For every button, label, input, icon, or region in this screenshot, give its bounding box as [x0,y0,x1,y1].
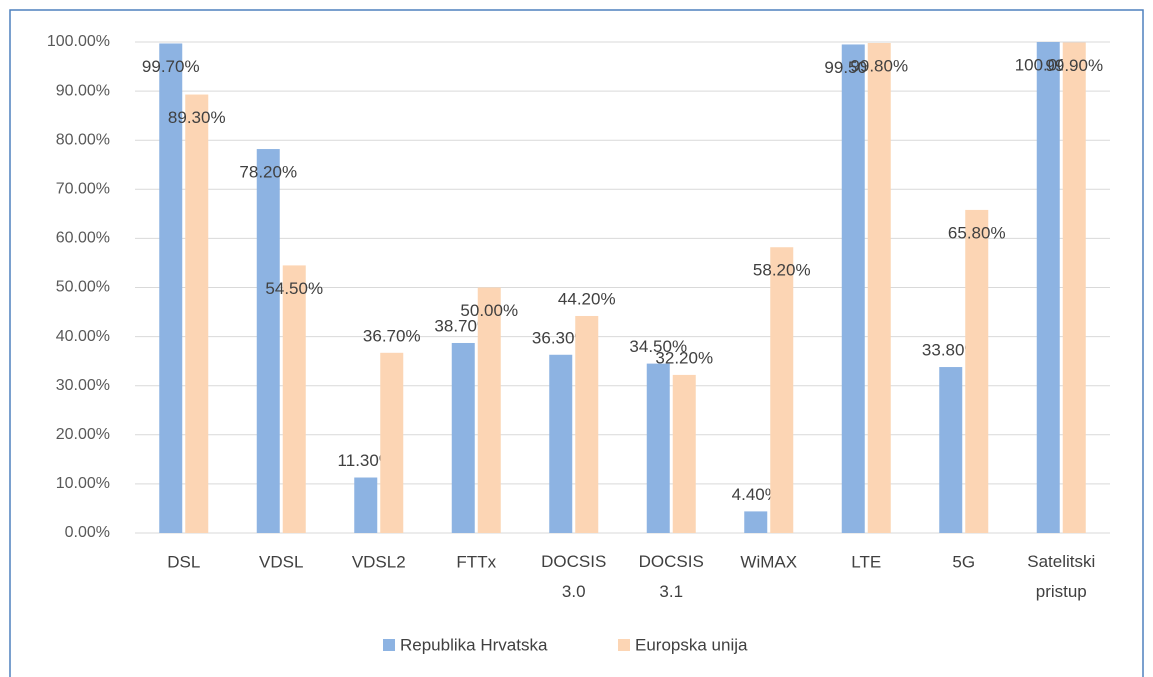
x-tick-label: LTE [851,552,881,571]
y-tick-label: 90.00% [56,82,110,99]
y-tick-label: 30.00% [56,377,110,394]
y-tick-label: 50.00% [56,279,110,296]
y-tick-label: 20.00% [56,426,110,443]
x-tick-label: Satelitski pristup [1027,552,1095,601]
bar [939,367,963,533]
x-tick-label: VDSL2 [352,552,406,571]
bar [770,247,794,533]
x-tick-label: DSL [167,552,200,571]
bar [185,94,209,534]
legend-label: Europska unija [635,635,748,654]
bar [646,363,670,533]
y-tick-label: 10.00% [56,475,110,492]
data-label: 78.20% [239,163,297,182]
data-label: 99.90% [1045,56,1103,75]
x-tick-label: WiMAX [740,552,797,571]
y-tick-label: 0.00% [65,524,110,541]
data-label: 99.50% [824,58,882,77]
data-label: 11.30% [338,451,394,470]
data-label: 54.50% [265,279,323,298]
y-tick-label: 60.00% [56,230,110,247]
data-label: 99.80% [850,56,908,75]
bar [1062,42,1086,534]
y-tick-label: 70.00% [56,181,110,198]
bar [380,352,404,533]
data-label: 36.30% [532,328,590,347]
bar [575,315,599,533]
bar [1036,42,1060,533]
x-tick-label: DOCSIS 3.0 [541,552,606,601]
data-label: 44.20% [558,289,616,308]
data-label: 32.20% [655,348,713,367]
y-tick-label: 40.00% [56,328,110,345]
y-tick-label: 80.00% [56,131,110,148]
x-tick-label: FTTx [456,552,496,571]
legend-label: Republika Hrvatska [400,635,548,654]
data-label: 4.40% [732,485,780,504]
x-tick-label: VDSL [259,552,303,571]
data-label: 89.30% [168,108,226,127]
legend-swatch [618,639,630,651]
bar [744,511,768,533]
data-label: 99.70% [142,57,200,76]
x-tick-label: 5G [952,552,975,571]
bar [477,287,501,533]
bar [672,374,696,533]
data-label: 38.70% [434,316,492,335]
data-label: 58.20% [753,261,811,280]
bar [256,149,280,533]
y-tick-label: 100.00% [47,33,110,50]
legend-swatch [383,639,395,651]
bar [841,44,865,534]
data-label: 50.00% [460,301,518,320]
data-label: 33.80% [922,341,980,360]
data-label: 36.70% [363,326,421,345]
data-label: 34.50% [629,337,687,356]
bar [282,265,306,533]
data-label: 65.80% [948,223,1006,242]
frame [9,9,1144,677]
bar [451,342,475,533]
bar [965,209,989,533]
bar [354,477,378,533]
x-tick-label: DOCSIS 3.1 [639,552,704,601]
bar [159,43,183,534]
bar [549,354,573,533]
bar [867,42,891,534]
